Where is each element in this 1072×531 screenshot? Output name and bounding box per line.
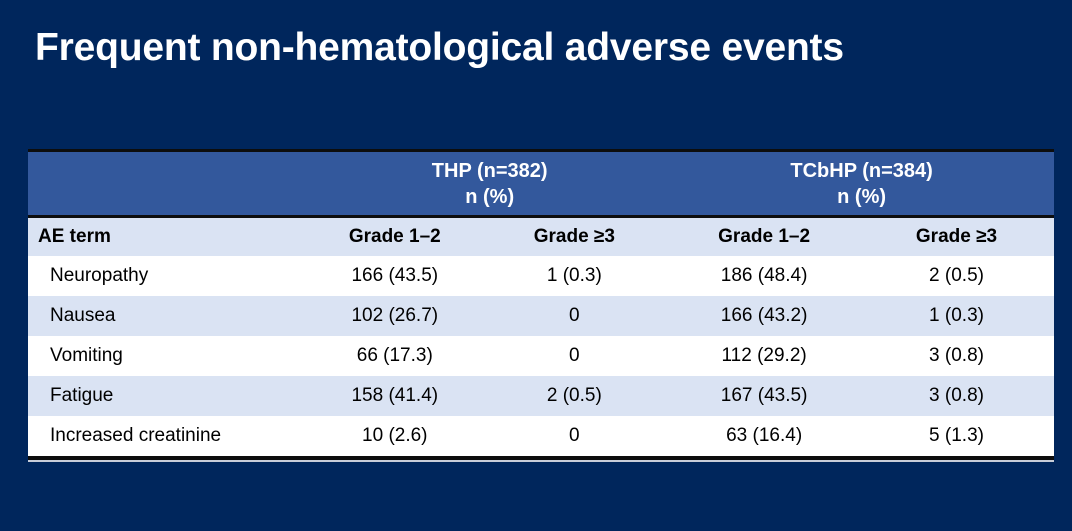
column-header-thp-grade-1-2: Grade 1–2 <box>310 216 480 256</box>
value-cell: 5 (1.3) <box>859 416 1054 456</box>
table-row-fatigue: Fatigue 158 (41.4) 2 (0.5) 167 (43.5) 3 … <box>28 376 1054 416</box>
table-row-vomiting: Vomiting 66 (17.3) 0 112 (29.2) 3 (0.8) <box>28 336 1054 376</box>
ae-term-cell: Nausea <box>28 296 311 336</box>
value-cell: 66 (17.3) <box>310 336 480 376</box>
group-header-thp: THP (n=382) n (%) <box>310 152 670 218</box>
adverse-events-table: THP (n=382) n (%) TCbHP (n=384) n (%) AE… <box>28 149 1054 460</box>
group-header-corner <box>28 152 311 218</box>
value-cell: 166 (43.2) <box>669 296 860 336</box>
value-cell: 112 (29.2) <box>669 336 860 376</box>
column-header-tcbhp-grade-ge3: Grade ≥3 <box>859 216 1054 256</box>
ae-term-cell: Neuropathy <box>28 256 311 296</box>
group-header-tcbhp-title: TCbHP (n=384) <box>790 159 933 182</box>
value-cell: 102 (26.7) <box>310 296 480 336</box>
group-header-thp-title: THP (n=382) <box>431 159 548 182</box>
value-cell: 2 (0.5) <box>859 256 1054 296</box>
value-cell: 166 (43.5) <box>310 256 480 296</box>
ae-term-cell: Vomiting <box>28 336 311 376</box>
column-header-tcbhp-grade-1-2: Grade 1–2 <box>669 216 860 256</box>
column-header-thp-grade-ge3: Grade ≥3 <box>479 216 670 256</box>
value-cell: 10 (2.6) <box>310 416 480 456</box>
value-cell: 3 (0.8) <box>859 376 1054 416</box>
page-title: Frequent non-hematological adverse event… <box>35 26 844 69</box>
group-header-tcbhp: TCbHP (n=384) n (%) <box>669 152 1054 218</box>
value-cell: 1 (0.3) <box>859 296 1054 336</box>
table-row-neuropathy: Neuropathy 166 (43.5) 1 (0.3) 186 (48.4)… <box>28 256 1054 296</box>
table-row-nausea: Nausea 102 (26.7) 0 166 (43.2) 1 (0.3) <box>28 296 1054 336</box>
group-header-tcbhp-subtitle: n (%) <box>837 185 887 208</box>
value-cell: 63 (16.4) <box>669 416 860 456</box>
value-cell: 167 (43.5) <box>669 376 860 416</box>
ae-term-cell: Fatigue <box>28 376 311 416</box>
column-header-row: AE term Grade 1–2 Grade ≥3 Grade 1–2 Gra… <box>28 216 1054 256</box>
value-cell: 158 (41.4) <box>310 376 480 416</box>
value-cell: 3 (0.8) <box>859 336 1054 376</box>
column-header-ae-term: AE term <box>28 216 311 256</box>
value-cell: 1 (0.3) <box>479 256 670 296</box>
table-row-increased-creatinine: Increased creatinine 10 (2.6) 0 63 (16.4… <box>28 416 1054 456</box>
ae-term-cell: Increased creatinine <box>28 416 311 456</box>
value-cell: 0 <box>479 416 670 456</box>
value-cell: 0 <box>479 296 670 336</box>
group-header-thp-subtitle: n (%) <box>465 185 515 208</box>
group-header-row: THP (n=382) n (%) TCbHP (n=384) n (%) <box>28 152 1054 218</box>
value-cell: 186 (48.4) <box>669 256 860 296</box>
value-cell: 2 (0.5) <box>479 376 670 416</box>
value-cell: 0 <box>479 336 670 376</box>
